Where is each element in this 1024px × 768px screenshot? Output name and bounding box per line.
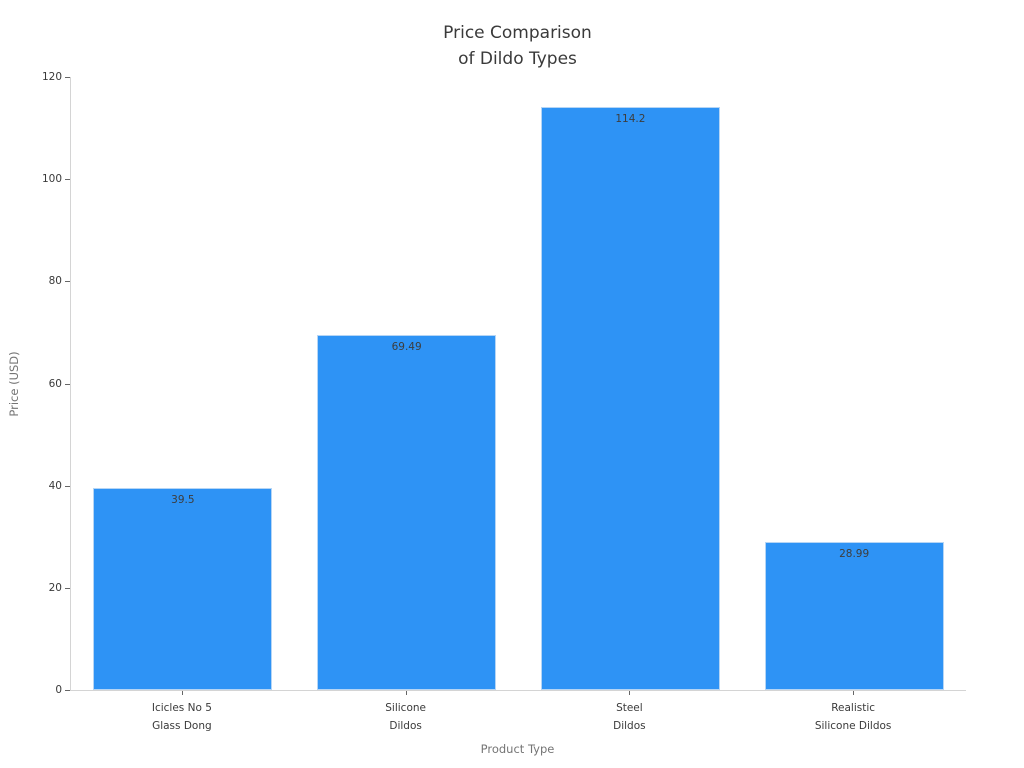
y-tick-mark xyxy=(65,587,70,589)
x-axis-title: Product Type xyxy=(480,742,555,756)
y-tick-label: 40 xyxy=(48,479,62,492)
y-tick-mark xyxy=(65,690,70,691)
y-tick-label: 120 xyxy=(41,71,62,83)
x-tick-label: Steel Dildos xyxy=(613,702,646,732)
bar-value-label: 114.2 xyxy=(615,112,646,125)
y-tick-label: 20 xyxy=(48,581,62,594)
x-tick-mark xyxy=(405,691,407,695)
x-tick-label: Silicone Dildos xyxy=(385,702,426,732)
bar: 69.49 xyxy=(317,335,497,690)
y-tick-label: 80 xyxy=(48,275,62,288)
x-tick-mark xyxy=(853,691,855,695)
bar-value-label: 69.49 xyxy=(391,341,422,354)
x-tick-label: Icicles No 5 Glass Dong xyxy=(151,702,212,732)
bar: 114.2 xyxy=(540,106,720,690)
bar-value-label: 39.5 xyxy=(171,494,195,507)
plot-area: 39.5 69.49 114.2 28.99 xyxy=(70,77,966,691)
bar: 39.5 xyxy=(93,488,273,690)
y-tick-mark xyxy=(65,77,70,78)
chart-title-line-1: Price Comparison xyxy=(443,23,592,43)
bar: 28.99 xyxy=(764,541,944,690)
chart-title: Price Comparison of Dildo Types xyxy=(70,20,965,72)
y-tick-mark xyxy=(65,179,70,181)
y-tick-label: 100 xyxy=(41,173,62,186)
x-tick-mark xyxy=(181,691,183,695)
y-tick-mark xyxy=(65,485,70,487)
y-tick-mark xyxy=(65,281,70,283)
bar-value-label: 28.99 xyxy=(839,547,870,560)
x-tick-mark xyxy=(629,691,631,695)
x-tick-label: Realistic Silicone Dildos xyxy=(814,702,892,732)
y-tick-label: 0 xyxy=(55,684,62,696)
chart-title-line-2: of Dildo Types xyxy=(458,49,577,69)
y-tick-label: 60 xyxy=(48,377,62,390)
y-tick-mark xyxy=(65,383,70,385)
